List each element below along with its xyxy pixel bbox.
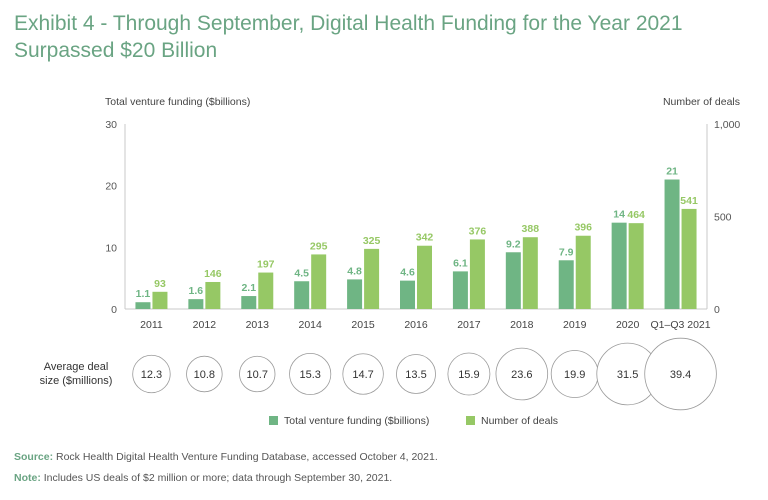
funding-value-label: 4.6: [400, 267, 415, 279]
funding-bar: [347, 279, 363, 309]
deals-bar: [417, 245, 432, 309]
deals-bar: [258, 272, 274, 309]
deals-value-label: 541: [680, 195, 698, 207]
deals-value-label: 325: [363, 235, 381, 247]
x-tick-label: 2018: [510, 319, 534, 331]
deal-size-circle: [495, 347, 549, 401]
legend-deals-swatch: [466, 416, 475, 425]
funding-value-label: 2.1: [241, 282, 256, 294]
deal-size-value: 19.9: [564, 369, 585, 381]
source-label: Source:: [14, 451, 54, 463]
funding-bar: [241, 296, 257, 309]
deal-size-circle: [186, 355, 223, 393]
right-tick-label: 1,000: [714, 119, 740, 131]
funding-bar: [188, 299, 204, 309]
funding-value-label: 14: [613, 209, 625, 221]
deals-bar: [469, 239, 485, 309]
deals-bar: [364, 248, 380, 309]
funding-value-label: 1.1: [136, 288, 151, 300]
left-tick-label: 20: [105, 181, 117, 193]
x-tick-label: 2011: [140, 319, 163, 331]
deal-size-value: 12.3: [141, 369, 162, 381]
deal-size-circle: [447, 352, 491, 396]
deals-value-label: 197: [257, 259, 275, 271]
deal-size-label-line1: Average deal: [44, 361, 109, 373]
left-axis-title: Total venture funding ($billions): [105, 96, 250, 108]
chart-title: Exhibit 4 - Through September, Digital H…: [14, 12, 683, 62]
deals-value-label: 93: [154, 278, 166, 290]
deal-size-value: 15.9: [458, 369, 479, 381]
deal-size-circle: [239, 355, 276, 393]
left-tick-label: 10: [105, 242, 117, 254]
funding-value-label: 4.5: [294, 267, 309, 279]
deal-size-circle: [396, 354, 436, 394]
deals-bar: [522, 237, 538, 309]
x-tick-label: 2015: [351, 319, 375, 331]
deal-size-value: 15.3: [299, 369, 320, 381]
x-tick-label: 2012: [193, 319, 217, 331]
x-tick-label: 2020: [616, 319, 640, 331]
funding-bar: [294, 281, 310, 309]
deals-bar: [575, 235, 591, 309]
deal-size-value: 39.4: [670, 369, 691, 381]
x-tick-label: 2016: [404, 319, 428, 331]
deal-size-value: 10.7: [247, 369, 268, 381]
x-tick-label: 2019: [563, 319, 587, 331]
deal-size-value: 23.6: [511, 369, 532, 381]
deals-bar: [681, 208, 697, 309]
deals-bar: [205, 281, 221, 309]
note-label: Note:: [14, 472, 41, 484]
legend-funding-swatch: [269, 416, 278, 425]
deal-size-circle: [289, 352, 332, 396]
source-text: Rock Health Digital Health Venture Fundi…: [53, 451, 438, 463]
deals-value-label: 295: [310, 240, 328, 252]
deal-size-circle: [132, 354, 171, 394]
x-tick-label: 2014: [299, 319, 323, 331]
right-axis-title: Number of deals: [663, 96, 740, 108]
funding-bar: [558, 260, 574, 309]
source-note: Source: Rock Health Digital Health Ventu…: [14, 451, 438, 463]
funding-bar: [505, 252, 521, 309]
deal-size-value: 10.8: [194, 369, 215, 381]
deal-size-circle: [644, 337, 717, 411]
deals-value-label: 396: [574, 222, 592, 234]
deals-value-label: 146: [204, 268, 222, 280]
deals-value-label: 464: [627, 209, 645, 221]
funding-bar: [664, 179, 680, 309]
right-tick-label: 0: [714, 304, 720, 316]
deal-size-value: 13.5: [405, 369, 426, 381]
funding-bar: [135, 302, 151, 309]
funding-value-label: 7.9: [559, 246, 574, 258]
deal-size-label-line2: size ($millions): [40, 375, 113, 387]
legend-funding-label: Total venture funding ($billions): [284, 415, 429, 427]
legend-deals-label: Number of deals: [481, 415, 558, 427]
deal-size-circle: [342, 353, 384, 395]
footnote: Note: Includes US deals of $2 million or…: [14, 472, 392, 484]
deals-value-label: 388: [522, 223, 540, 235]
funding-bar: [452, 271, 468, 309]
deals-value-label: 342: [416, 232, 434, 244]
deals-bar: [628, 223, 644, 309]
funding-value-label: 9.2: [506, 238, 521, 250]
left-tick-label: 0: [111, 304, 117, 316]
funding-bar: [611, 222, 627, 309]
funding-value-label: 4.8: [347, 265, 362, 277]
funding-value-label: 1.6: [189, 285, 204, 297]
funding-bar: [400, 280, 415, 309]
funding-value-label: 6.1: [453, 257, 468, 269]
left-tick-label: 30: [105, 119, 117, 131]
deals-bar: [311, 254, 327, 309]
deals-bar: [152, 291, 168, 309]
x-tick-label: 2017: [457, 319, 481, 331]
funding-value-label: 21: [666, 166, 678, 178]
note-text: Includes US deals of $2 million or more;…: [40, 472, 393, 484]
x-tick-label: Q1–Q3 2021: [650, 319, 710, 331]
right-tick-label: 500: [714, 212, 732, 224]
deals-value-label: 376: [469, 225, 487, 237]
deal-size-value: 14.7: [352, 369, 373, 381]
x-tick-label: 2013: [246, 319, 270, 331]
deal-size-value: 31.5: [617, 369, 638, 381]
